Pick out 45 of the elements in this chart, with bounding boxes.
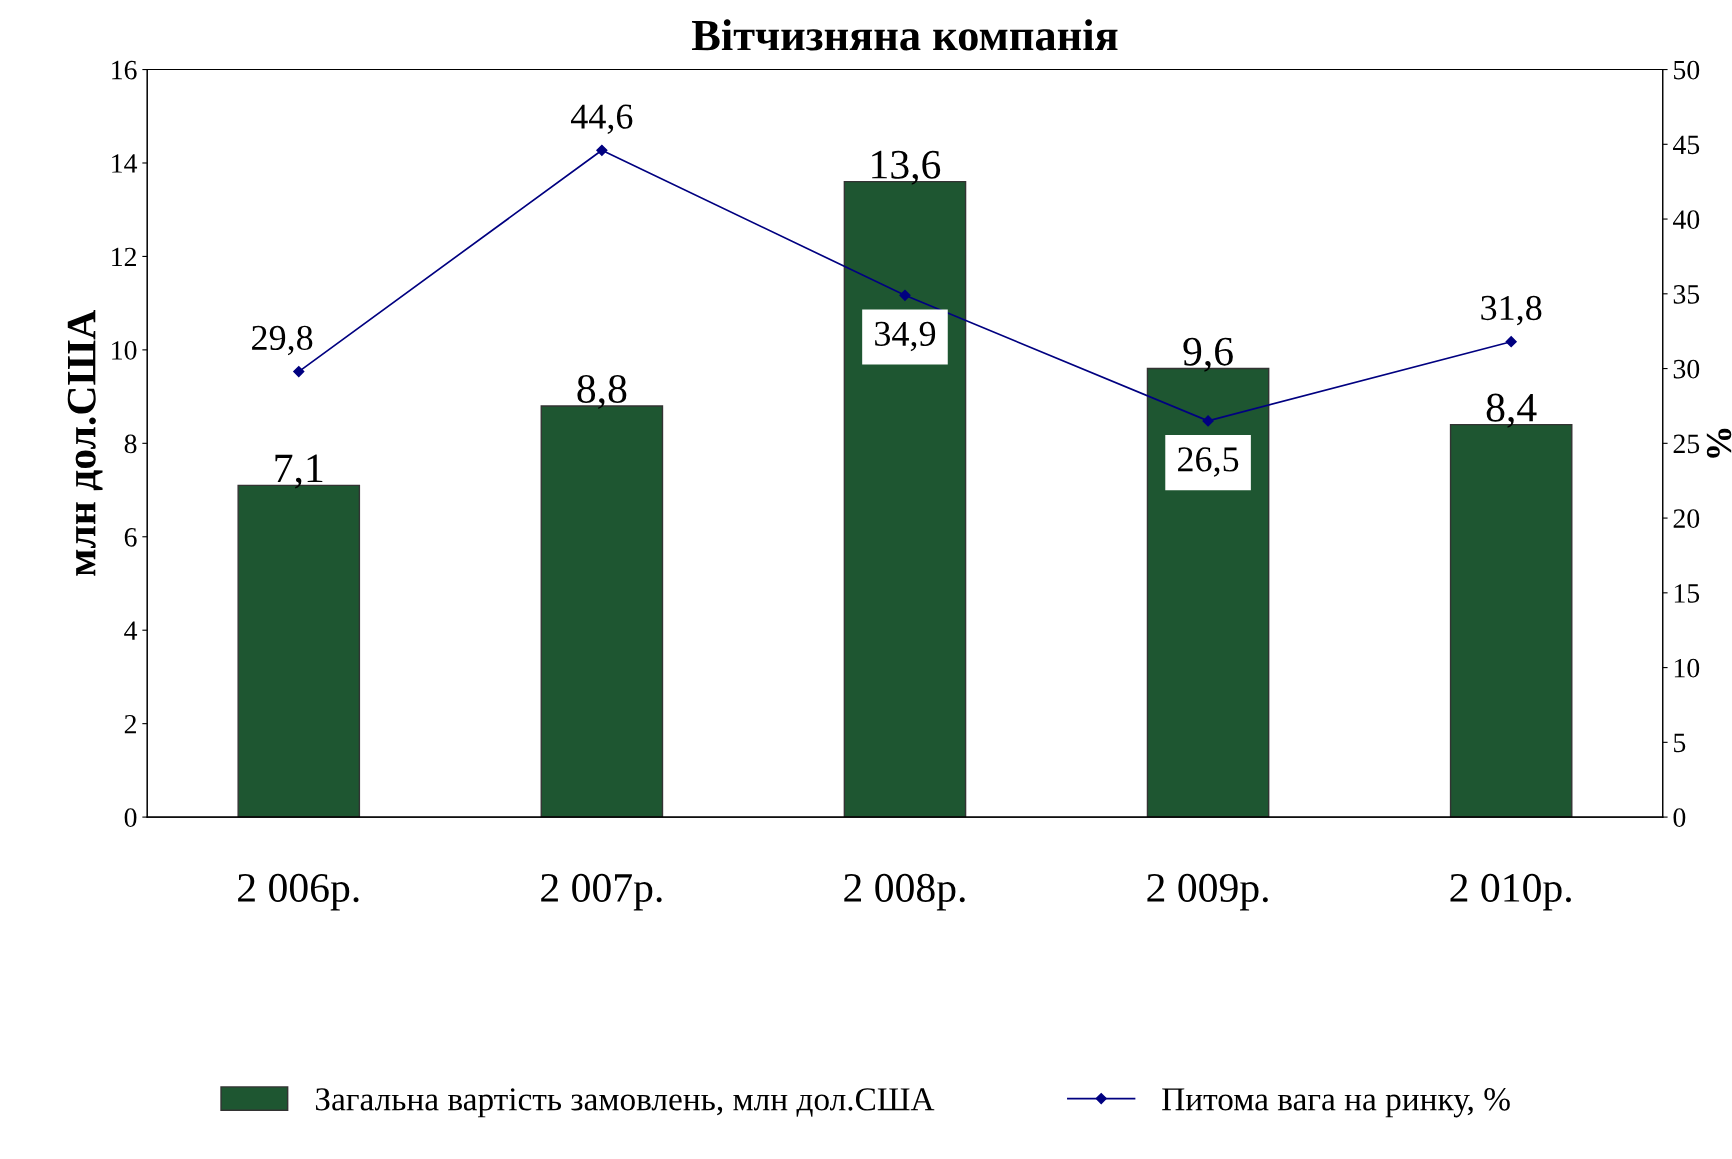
legend-label: Питома вага на ринку, % <box>1162 1088 1510 1118</box>
y2-tick-label: 35 <box>1673 285 1700 304</box>
y-tick-label: 6 <box>124 528 137 547</box>
y-axis-title: млн дол.США <box>67 310 103 576</box>
y2-tick-label: 50 <box>1674 60 1700 80</box>
data-label: 7,1 <box>275 454 323 489</box>
y-tick-label: 10 <box>112 341 137 360</box>
chart-title: Вітчизняна компанія <box>691 19 1118 51</box>
y2-tick-label: 15 <box>1674 584 1700 603</box>
y-tick-label: 8 <box>124 434 137 454</box>
point <box>1505 336 1517 348</box>
data-label: 31,8 <box>1481 295 1542 326</box>
y-tick-label: 16 <box>112 60 137 80</box>
point <box>1202 415 1214 427</box>
point <box>293 365 305 378</box>
point <box>899 289 911 301</box>
data-label: 44,6 <box>570 104 633 134</box>
point <box>596 144 608 156</box>
legend-label: Загальна вартість замовлень, млн дол.США <box>315 1088 935 1118</box>
y2-tick-label: 40 <box>1672 210 1700 229</box>
data-label: 8,8 <box>577 374 627 410</box>
x-tick-label: 2 010р. <box>1450 873 1571 911</box>
y2-tick-label: 5 <box>1674 733 1686 753</box>
y2-axis-title: % <box>1706 428 1732 458</box>
y2-tick-label: 25 <box>1673 434 1700 454</box>
x-tick-label: 2 007р. <box>541 873 662 911</box>
y-tick-label: 14 <box>112 154 138 173</box>
data-label: 29,8 <box>252 325 313 356</box>
x-tick-label: 2 009р. <box>1147 873 1268 911</box>
y2-tick-label: 10 <box>1674 658 1700 678</box>
data-label: 9,6 <box>1183 337 1233 372</box>
x-tick-label: 2 008р. <box>844 873 965 911</box>
x-tick-label: 2 006р. <box>238 873 359 911</box>
data-label: 8,4 <box>1486 393 1537 428</box>
y2-tick-label: 20 <box>1673 509 1700 528</box>
data-label: 26,5 <box>1178 447 1239 477</box>
data-label: 34,9 <box>875 321 936 352</box>
y-tick-label: 4 <box>124 621 138 640</box>
data-label: 13,6 <box>872 150 941 185</box>
y2-tick-label: 0 <box>1673 808 1686 828</box>
y2-tick-label: 30 <box>1673 359 1700 379</box>
y2-tick-label: 45 <box>1672 135 1700 155</box>
y-tick-label: 0 <box>124 808 137 828</box>
y-tick-label: 2 <box>124 714 136 734</box>
y-tick-label: 12 <box>112 247 136 267</box>
